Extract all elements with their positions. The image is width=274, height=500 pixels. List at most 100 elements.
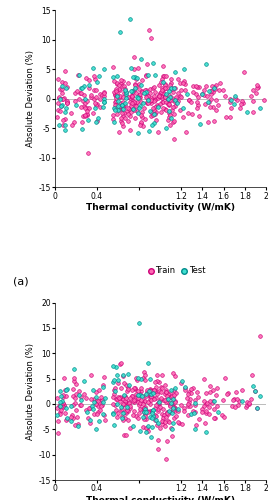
Point <box>160 84 164 92</box>
Point <box>95 410 99 418</box>
Point <box>213 81 218 89</box>
Point <box>136 128 140 136</box>
Point <box>147 391 151 399</box>
X-axis label: Thermal conductivity (W/mK): Thermal conductivity (W/mK) <box>86 204 235 212</box>
Point <box>59 402 63 410</box>
Point <box>123 101 127 109</box>
Point <box>140 87 144 95</box>
Point <box>59 78 64 86</box>
Point <box>150 423 155 431</box>
Point <box>222 413 226 421</box>
Point <box>79 118 84 126</box>
Point <box>111 394 115 402</box>
Point <box>152 96 157 104</box>
Point <box>63 115 67 123</box>
Point <box>84 110 89 118</box>
Point <box>136 110 140 118</box>
Point <box>147 98 152 106</box>
Point <box>146 96 150 104</box>
Point <box>170 408 174 416</box>
Point <box>197 416 201 424</box>
Point <box>141 368 146 376</box>
Point <box>56 99 60 107</box>
Point <box>95 78 99 86</box>
Point <box>93 400 98 408</box>
Point <box>57 94 61 102</box>
Point <box>74 380 78 388</box>
Point <box>176 88 180 96</box>
Point <box>137 84 142 92</box>
Point <box>55 412 59 420</box>
Point <box>172 414 176 422</box>
Point <box>255 404 259 412</box>
Point <box>122 82 127 90</box>
Point <box>232 404 237 411</box>
Point <box>252 387 257 395</box>
Point <box>202 402 206 410</box>
Point <box>173 98 178 106</box>
Point <box>130 99 134 107</box>
Point <box>166 395 170 403</box>
Point <box>207 98 211 106</box>
Point <box>173 68 177 76</box>
Point <box>161 72 165 80</box>
Point <box>251 96 256 104</box>
Point <box>92 395 96 403</box>
Point <box>181 113 185 121</box>
Point <box>139 111 143 119</box>
Point <box>208 397 212 405</box>
Point <box>152 394 156 402</box>
Point <box>90 109 95 117</box>
Point <box>115 395 119 403</box>
Point <box>75 420 80 428</box>
Point <box>127 399 132 407</box>
Point <box>148 395 152 403</box>
Point <box>144 392 148 400</box>
Point <box>128 404 132 411</box>
Point <box>152 84 156 92</box>
Point <box>216 102 221 110</box>
Point <box>101 102 105 110</box>
Point <box>83 94 87 102</box>
Point <box>135 108 139 116</box>
Point <box>132 65 136 73</box>
Point <box>121 372 125 380</box>
Point <box>81 91 86 99</box>
Point <box>153 416 158 424</box>
Point <box>254 90 258 98</box>
Point <box>125 406 129 413</box>
Point <box>249 396 253 404</box>
Point <box>156 399 161 407</box>
Point <box>99 402 103 410</box>
Point <box>119 99 123 107</box>
Point <box>151 118 156 126</box>
Point <box>83 110 88 118</box>
Point <box>128 126 133 134</box>
Point <box>166 390 170 398</box>
Point <box>228 113 233 121</box>
Point <box>69 413 73 421</box>
Point <box>207 410 212 418</box>
Point <box>121 88 126 96</box>
Point <box>160 86 164 94</box>
Point <box>159 383 163 391</box>
Point <box>139 88 144 96</box>
Point <box>61 391 65 399</box>
Point <box>163 386 168 394</box>
Point <box>164 412 168 420</box>
Point <box>137 319 142 327</box>
Point <box>72 118 76 126</box>
Point <box>121 112 125 120</box>
Point <box>85 96 89 104</box>
Point <box>161 414 165 422</box>
Point <box>193 408 197 416</box>
Point <box>87 420 92 428</box>
Point <box>204 406 208 414</box>
Point <box>233 94 238 102</box>
Point <box>156 418 160 426</box>
Point <box>251 108 255 116</box>
Point <box>158 424 162 432</box>
Point <box>112 390 116 398</box>
Point <box>113 104 117 112</box>
Point <box>141 89 146 97</box>
